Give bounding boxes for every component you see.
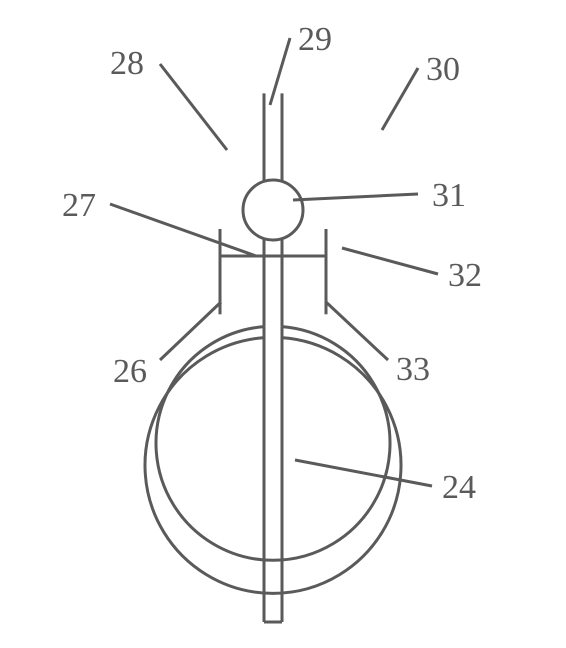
label-27: 27: [62, 187, 96, 224]
leader-24: [295, 460, 432, 486]
label-30: 30: [426, 51, 460, 88]
label-28: 28: [110, 45, 144, 82]
label-26: 26: [113, 353, 147, 390]
mechanical-diagram: 24 26 27 28 29 30 31 32 33: [0, 0, 566, 648]
label-29: 29: [298, 21, 332, 58]
upper-rod: [264, 93, 282, 181]
shaft: [264, 327, 282, 622]
leader-28: [160, 64, 227, 150]
hub-circle: [243, 180, 303, 240]
outer-ring-outer: [145, 338, 401, 594]
label-32: 32: [448, 257, 482, 294]
leader-27: [110, 204, 256, 256]
labels: 24 26 27 28 29 30 31 32 33: [62, 21, 482, 506]
label-31: 31: [432, 177, 466, 214]
leader-30: [382, 68, 418, 130]
leader-29: [270, 38, 290, 105]
leader-33: [326, 302, 388, 360]
leader-31: [293, 194, 418, 200]
label-33: 33: [396, 351, 430, 388]
outer-ring-inner: [156, 327, 390, 561]
leader-32: [342, 248, 438, 274]
label-24: 24: [442, 469, 476, 506]
